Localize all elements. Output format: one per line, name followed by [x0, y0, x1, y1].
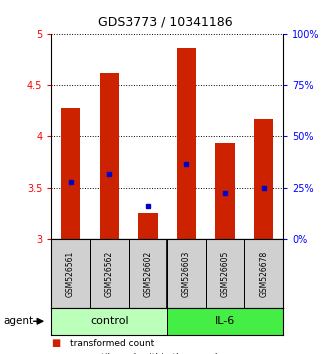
Text: ■: ■ — [51, 338, 61, 348]
Text: GSM526603: GSM526603 — [182, 250, 191, 297]
Text: transformed count: transformed count — [70, 339, 154, 348]
Text: GSM526678: GSM526678 — [259, 250, 268, 297]
Bar — [167, 308, 283, 335]
Text: GDS3773 / 10341186: GDS3773 / 10341186 — [98, 16, 233, 29]
Text: agent: agent — [3, 316, 33, 326]
Text: GSM526561: GSM526561 — [66, 250, 75, 297]
Bar — [167, 239, 206, 308]
Bar — [244, 239, 283, 308]
Bar — [254, 119, 273, 239]
Text: control: control — [90, 316, 128, 326]
Bar — [138, 213, 158, 239]
Text: ■: ■ — [51, 353, 61, 354]
Bar — [61, 108, 80, 239]
Text: GSM526562: GSM526562 — [105, 250, 114, 297]
Text: percentile rank within the sample: percentile rank within the sample — [70, 353, 223, 354]
Bar — [51, 239, 90, 308]
Bar — [206, 239, 244, 308]
Text: GSM526602: GSM526602 — [143, 250, 152, 297]
Bar — [51, 308, 167, 335]
Bar — [128, 239, 167, 308]
Bar — [177, 48, 196, 239]
Bar — [100, 73, 119, 239]
Bar — [90, 239, 128, 308]
Text: IL-6: IL-6 — [215, 316, 235, 326]
Bar — [215, 143, 235, 239]
Text: GSM526605: GSM526605 — [220, 250, 230, 297]
